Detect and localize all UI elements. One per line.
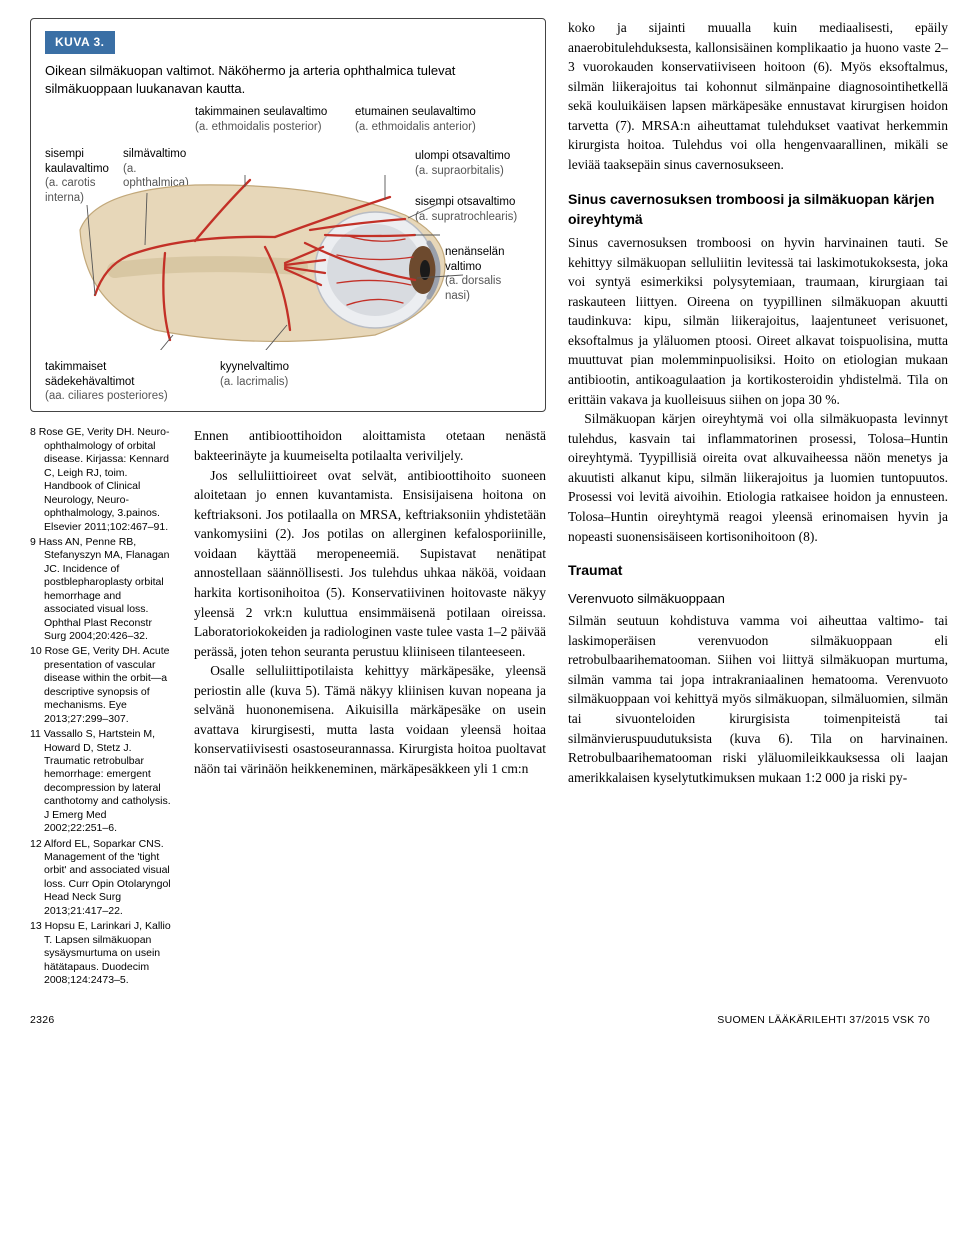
heading-cavernosus: Sinus cavernosuksen tromboosi ja silmäku…: [568, 189, 948, 230]
figure-diagram: takimmainen seulavaltimo(a. ethmoidalis …: [45, 105, 531, 395]
para-m1: Ennen antibioottihoidon aloittamista ote…: [194, 426, 546, 465]
label-ant-ethmoid: etumainen seulavaltimo(a. ethmoidalis an…: [355, 105, 495, 134]
eye-arteries-illustration: [75, 175, 505, 350]
body-column-middle: Ennen antibioottihoidon aloittamista ote…: [194, 426, 546, 989]
figure-number: KUVA 3.: [45, 31, 115, 54]
para-r2: Sinus cavernosuksen tromboosi on hyvin h…: [568, 233, 948, 409]
references-list: 8 Rose GE, Verity DH. Neuro-ophthalmolog…: [30, 426, 172, 989]
body-column-right: koko ja sijainti muualla kuin mediaalise…: [568, 18, 948, 989]
label-ciliary: takimmaiset sädekehävaltimot(aa. ciliare…: [45, 360, 195, 403]
label-post-ethmoid: takimmainen seulavaltimo(a. ethmoidalis …: [195, 105, 335, 134]
label-supraorbital: ulompi otsavaltimo(a. supraorbitalis): [415, 149, 525, 178]
para-m2: Jos selluliittioireet ovat selvät, antib…: [194, 466, 546, 662]
ref-12: 12 Alford EL, Soparkar CNS. Management o…: [30, 838, 172, 919]
para-r4: Silmän seutuun kohdistuva vamma voi aihe…: [568, 611, 948, 787]
figure-3-box: KUVA 3. Oikean silmäkuopan valtimot. Näk…: [30, 18, 546, 412]
heading-traumat: Traumat: [568, 560, 948, 580]
ref-13: 13 Hopsu E, Larinkari J, Kallio T. Lapse…: [30, 920, 172, 987]
ref-10: 10 Rose GE, Verity DH. Acute presentatio…: [30, 645, 172, 726]
ref-8: 8 Rose GE, Verity DH. Neuro-ophthalmolog…: [30, 426, 172, 534]
subheading-verenvuoto: Verenvuoto silmäkuoppaan: [568, 590, 948, 609]
page-footer: 2326 SUOMEN LÄÄKÄRILEHTI 37/2015 VSK 70: [30, 1013, 930, 1028]
label-lacrimal: kyynelvaltimo(a. lacrimalis): [220, 360, 320, 389]
ref-9: 9 Hass AN, Penne RB, Stefanyszyn MA, Fla…: [30, 536, 172, 644]
page-number: 2326: [30, 1013, 55, 1028]
ref-11: 11 Vassallo S, Hartstein M, Howard D, St…: [30, 728, 172, 836]
para-m3: Osalle selluliittipotilaista kehittyy mä…: [194, 661, 546, 778]
para-r1: koko ja sijainti muualla kuin mediaalise…: [568, 18, 948, 175]
figure-caption: Oikean silmäkuopan valtimot. Näköhermo j…: [45, 62, 531, 97]
para-r3: Silmäkuopan kärjen oireyhtymä voi olla s…: [568, 409, 948, 546]
journal-info: SUOMEN LÄÄKÄRILEHTI 37/2015 VSK 70: [717, 1013, 930, 1028]
